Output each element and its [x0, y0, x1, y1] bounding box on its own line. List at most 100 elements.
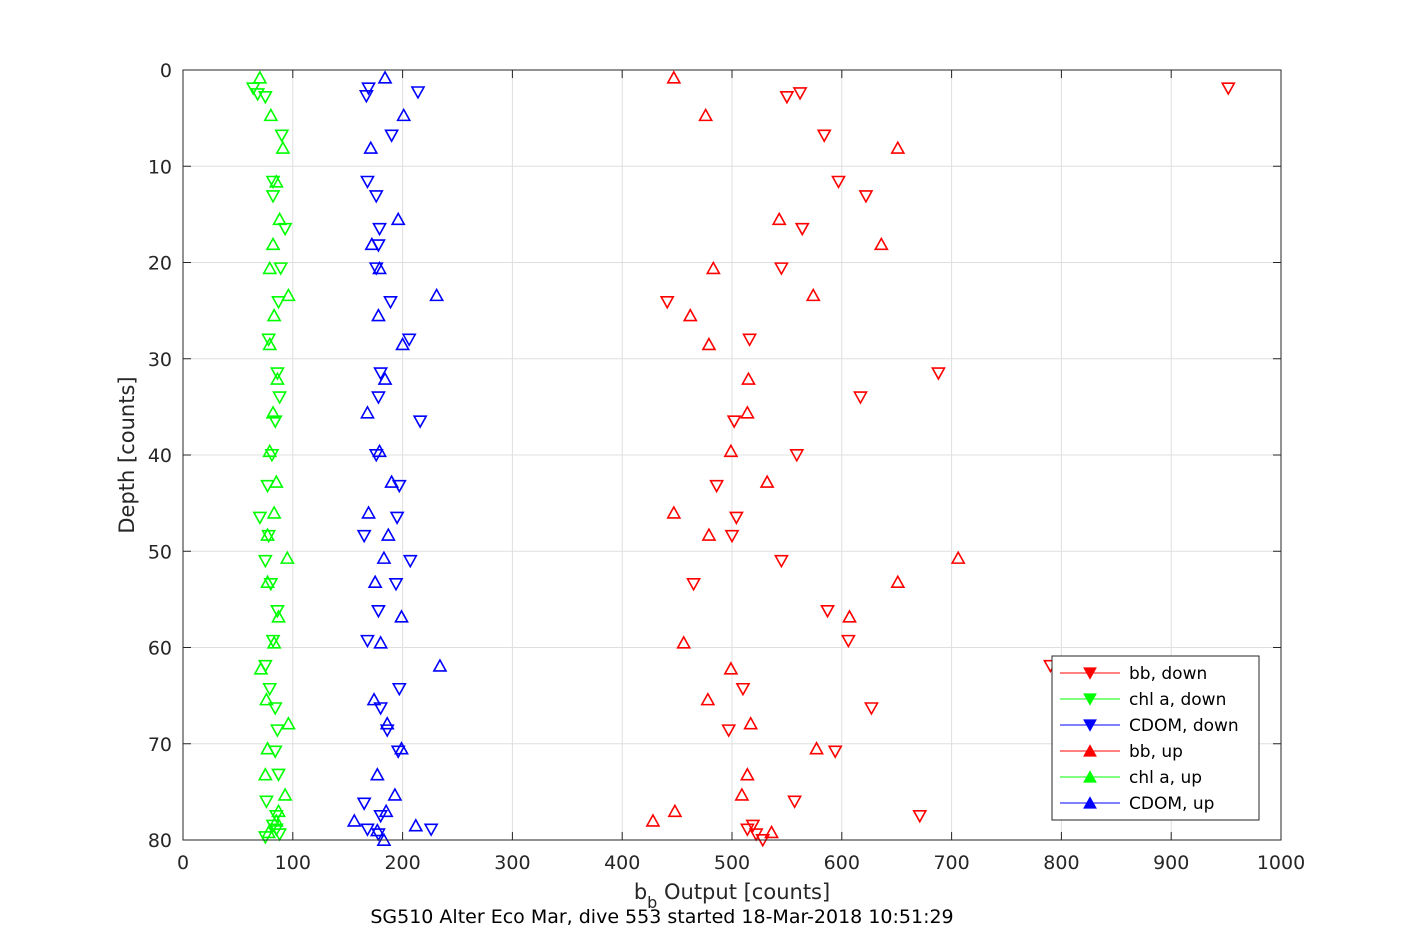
- data-point: [257, 554, 273, 569]
- data-point: [360, 175, 375, 190]
- data-point: [820, 604, 835, 619]
- data-point: [272, 391, 288, 405]
- series-5: [346, 70, 448, 846]
- data-point: [268, 174, 284, 188]
- data-point: [266, 308, 282, 322]
- y-tick-label: 70: [148, 734, 172, 756]
- x-axis-label-subscript: b: [647, 893, 657, 912]
- data-point: [831, 175, 846, 190]
- data-point: [260, 574, 275, 588]
- data-point: [724, 529, 740, 544]
- legend-entry: CDOM, down: [1129, 716, 1239, 736]
- data-point: [377, 371, 393, 385]
- data-point: [842, 609, 857, 623]
- data-point: [379, 724, 395, 738]
- data-point: [265, 175, 281, 190]
- data-point: [723, 443, 739, 458]
- data-point: [390, 211, 406, 226]
- data-point: [360, 405, 375, 419]
- legend-marker: [1083, 744, 1097, 757]
- data-point: [391, 682, 407, 697]
- x-tick-label: 900: [1153, 852, 1189, 874]
- data-point: [759, 474, 775, 488]
- data-point: [257, 767, 273, 781]
- data-point: [771, 211, 787, 226]
- data-point: [270, 724, 285, 738]
- data-point: [701, 527, 717, 541]
- data-point: [774, 262, 789, 276]
- y-tick-label: 10: [148, 156, 172, 178]
- x-tick-label: 600: [824, 852, 860, 874]
- data-point: [805, 287, 821, 302]
- data-point: [739, 405, 755, 419]
- data-point: [700, 692, 716, 706]
- data-point: [779, 91, 795, 105]
- x-tick-label: 400: [604, 852, 640, 874]
- data-point: [734, 787, 750, 801]
- data-point: [271, 296, 286, 310]
- data-point: [279, 550, 295, 564]
- data-point: [363, 140, 379, 154]
- data-point: [735, 682, 751, 697]
- data-point: [275, 140, 291, 154]
- data-point: [267, 415, 283, 429]
- data-point: [260, 741, 275, 755]
- data-point: [1220, 82, 1236, 96]
- data-point: [371, 604, 386, 619]
- x-tick-label: 300: [494, 852, 530, 874]
- data-point: [268, 813, 284, 827]
- data-point: [645, 813, 661, 827]
- legend-marker: [1083, 667, 1097, 680]
- x-axis-label-main: b: [634, 880, 647, 904]
- data-point: [384, 474, 400, 488]
- legend: bb, down chl a, down CDOM, down bb, up chl a…: [1051, 655, 1260, 821]
- data-point: [387, 787, 403, 801]
- axis-ticks: 0 100 200 300 400 500 600 700 800 900 1000 0 10 20 30 4…: [148, 60, 1305, 874]
- data-point: [274, 129, 290, 143]
- data-point: [270, 367, 285, 381]
- y-tick-label: 60: [148, 638, 172, 660]
- data-point: [252, 70, 268, 84]
- data-point: [792, 87, 808, 101]
- data-point: [369, 822, 385, 837]
- data-points: [245, 70, 1236, 848]
- data-point: [277, 787, 293, 801]
- data-point: [270, 371, 285, 385]
- y-tick-label: 0: [160, 60, 172, 82]
- data-point: [356, 529, 372, 544]
- data-point: [263, 107, 279, 122]
- data-point: [686, 578, 701, 592]
- data-point: [743, 716, 759, 730]
- data-point: [265, 236, 281, 251]
- data-point: [726, 415, 742, 429]
- data-point: [789, 449, 805, 463]
- data-point: [394, 609, 409, 623]
- x-tick-label: 100: [275, 852, 311, 874]
- data-point: [739, 767, 755, 781]
- data-point: [273, 262, 289, 276]
- data-point: [721, 724, 737, 738]
- data-point: [774, 554, 789, 569]
- x-tick-label: 500: [714, 852, 750, 874]
- data-point: [372, 443, 387, 458]
- y-tick-label: 20: [148, 253, 172, 275]
- data-point: [265, 190, 281, 204]
- data-point: [361, 82, 376, 96]
- series-3: [645, 70, 966, 839]
- data-point: [280, 287, 296, 302]
- data-point: [659, 296, 675, 310]
- data-point: [723, 661, 739, 675]
- data-point: [667, 803, 683, 818]
- legend-entry: bb, up: [1129, 742, 1183, 762]
- data-point: [371, 308, 386, 322]
- data-point: [388, 578, 404, 592]
- data-point: [259, 692, 274, 706]
- data-point: [384, 129, 400, 143]
- data-point: [364, 236, 380, 251]
- data-point: [346, 813, 362, 827]
- data-point: [379, 716, 395, 730]
- data-point: [280, 716, 296, 730]
- data-point: [394, 741, 409, 755]
- x-axis-label-rest: Output [counts]: [657, 880, 830, 904]
